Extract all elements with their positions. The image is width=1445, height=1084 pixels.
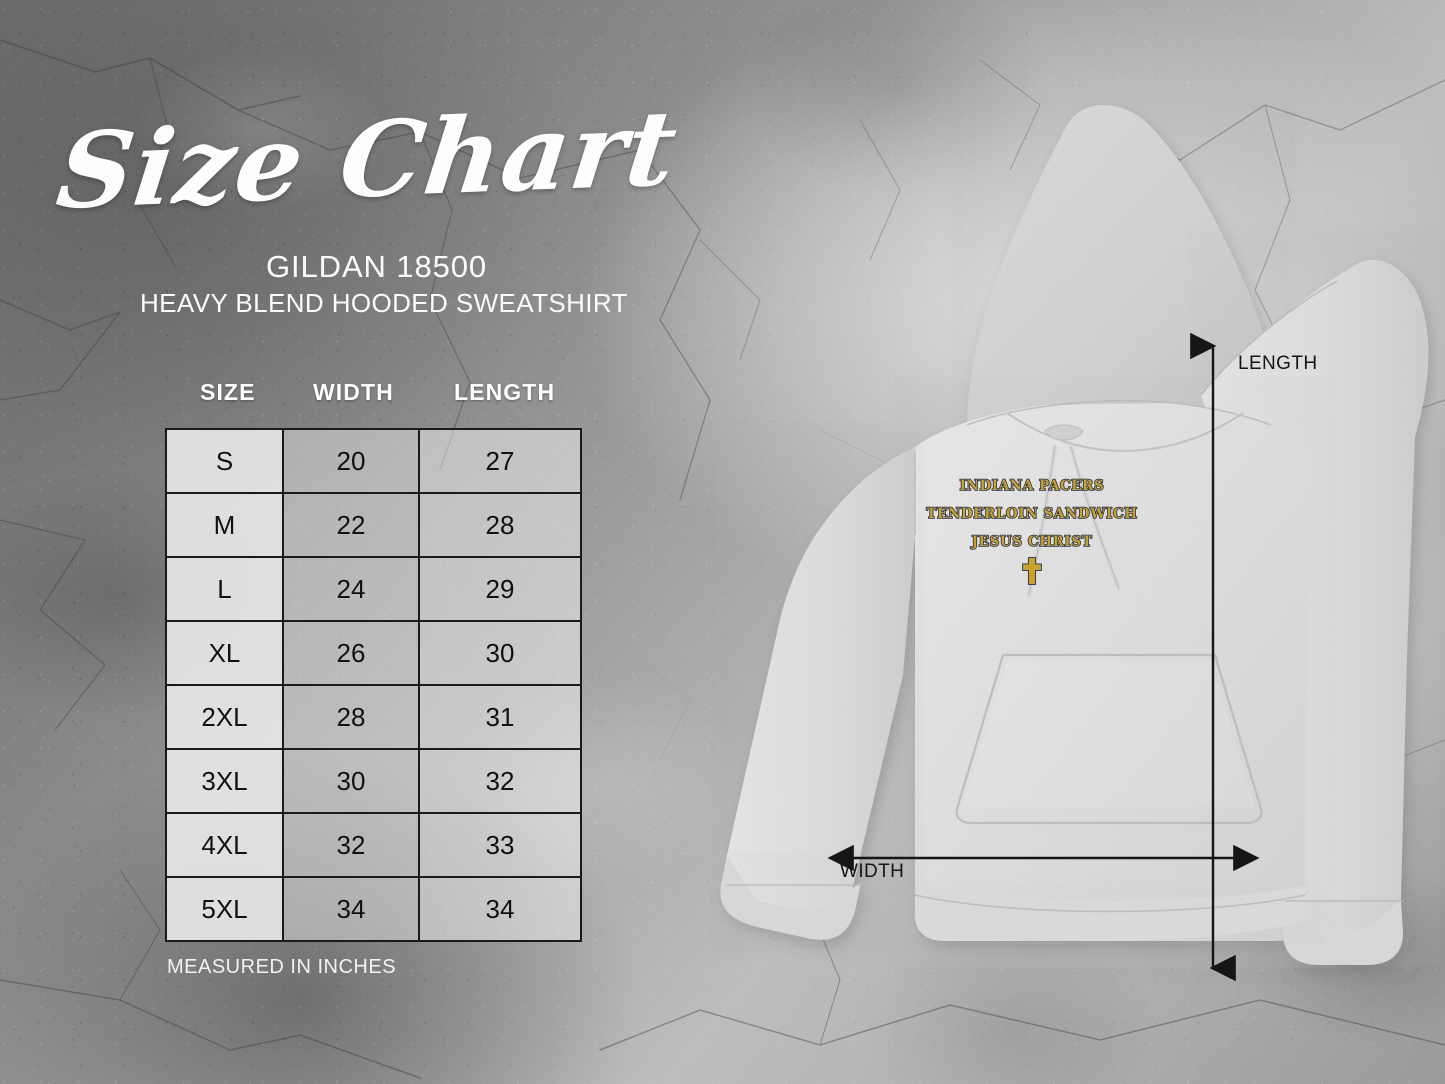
- table-row: 3XL 30 32: [165, 748, 582, 814]
- table-row: 2XL 28 31: [165, 684, 582, 750]
- table-row: 4XL 32 33: [165, 812, 582, 878]
- cell-width: 24: [282, 556, 420, 622]
- cell-width: 28: [282, 684, 420, 750]
- cell-length: 30: [418, 620, 582, 686]
- drawstring-knot: [1044, 424, 1084, 441]
- cell-size: M: [165, 492, 284, 558]
- product-subtitle: HEAVY BLEND HOODED SWEATSHIRT: [140, 288, 628, 318]
- cell-size: XL: [165, 620, 284, 686]
- cell-size: 5XL: [165, 876, 284, 942]
- table-row: 5XL 34 34: [165, 876, 582, 942]
- hoodie-mockup: INDIANA PACERS TENDERLOIN SANDWICH JESUS…: [615, 95, 1445, 995]
- brand-model: GILDAN 18500: [266, 249, 488, 284]
- cell-length: 31: [418, 684, 582, 750]
- print-line-3: JESUS CHRIST: [971, 534, 1093, 550]
- cell-length: 32: [418, 748, 582, 814]
- column-header-width: WIDTH: [313, 379, 394, 405]
- kangaroo-pocket: [955, 653, 1263, 825]
- table-row: M 22 28: [165, 492, 582, 558]
- print-line-1: INDIANA PACERS: [960, 478, 1105, 494]
- page-title: Size Chart: [51, 86, 684, 233]
- cell-width: 34: [282, 876, 420, 942]
- cell-width: 20: [282, 428, 420, 494]
- cell-size: 3XL: [165, 748, 284, 814]
- left-cuff: [720, 855, 861, 940]
- cell-width: 26: [282, 620, 420, 686]
- cell-length: 29: [418, 556, 582, 622]
- cell-length: 28: [418, 492, 582, 558]
- cell-width: 32: [282, 812, 420, 878]
- cell-length: 27: [418, 428, 582, 494]
- cell-length: 34: [418, 876, 582, 942]
- length-label: LENGTH: [1238, 353, 1318, 374]
- left-sleeve: [725, 447, 915, 914]
- cell-size: L: [165, 556, 284, 622]
- column-header-length: LENGTH: [454, 379, 556, 405]
- cross-icon: [1022, 557, 1042, 585]
- cell-size: 4XL: [165, 812, 284, 878]
- pocket-shade: [963, 661, 1255, 807]
- chest-print: INDIANA PACERS TENDERLOIN SANDWICH JESUS…: [926, 477, 1138, 585]
- cell-size: 2XL: [165, 684, 284, 750]
- column-header-size: SIZE: [200, 379, 256, 405]
- cell-size: S: [165, 428, 284, 494]
- cell-length: 33: [418, 812, 582, 878]
- cell-width: 30: [282, 748, 420, 814]
- table-row: S 20 27: [165, 428, 582, 494]
- table-row: XL 26 30: [165, 620, 582, 686]
- width-label: WIDTH: [840, 861, 905, 882]
- measurement-unit-note: MEASURED IN INCHES: [167, 956, 397, 978]
- right-cuff: [1283, 900, 1403, 965]
- table-row: L 24 29: [165, 556, 582, 622]
- size-table: S 20 27 M 22 28 L 24 29 XL 26 30 2XL 28: [165, 428, 582, 942]
- cell-width: 22: [282, 492, 420, 558]
- print-line-2: TENDERLOIN SANDWICH: [926, 506, 1137, 522]
